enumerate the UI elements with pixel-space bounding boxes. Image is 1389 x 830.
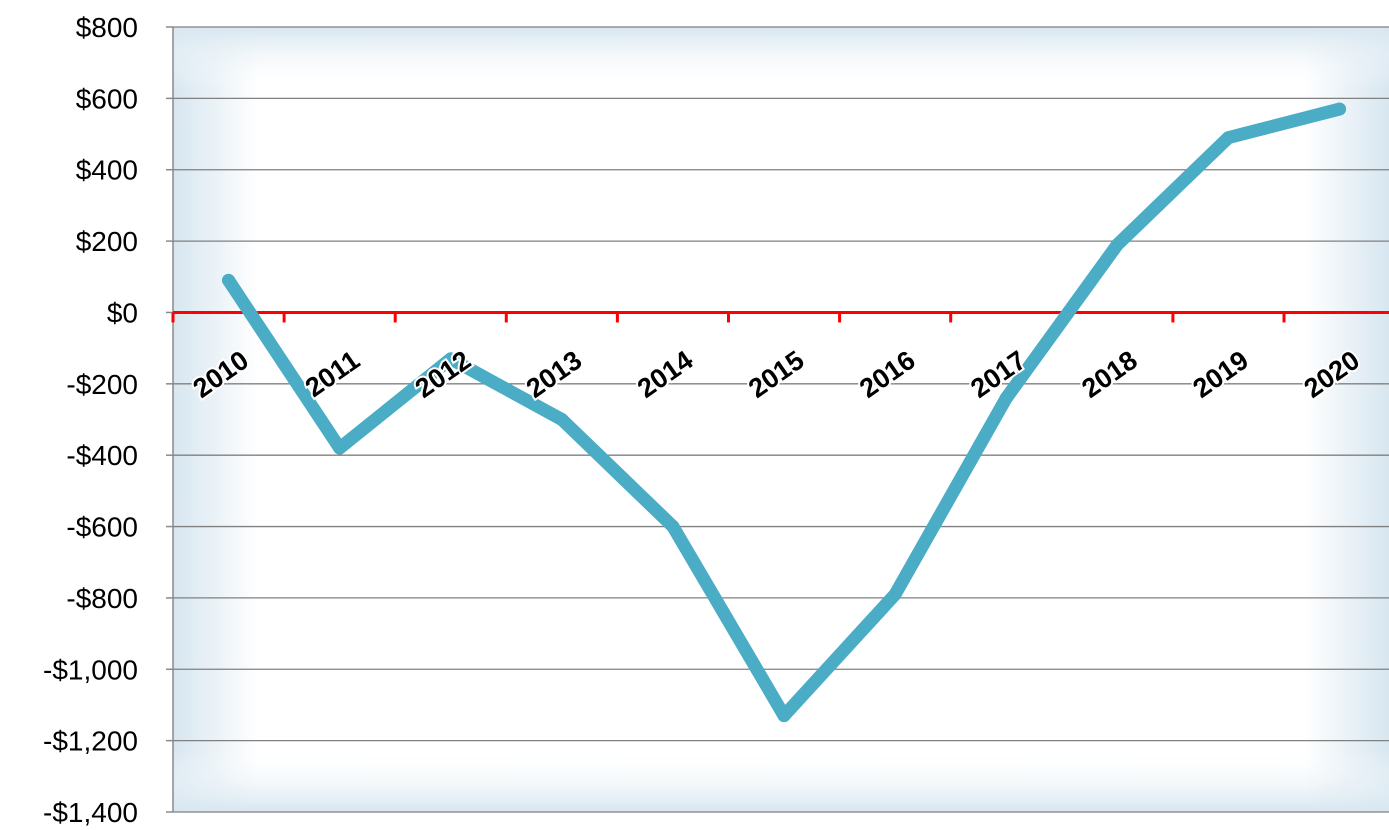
y-tick-label: -$1,000 <box>43 654 138 685</box>
y-tick-label: -$600 <box>66 512 138 543</box>
plot-background-shade <box>173 27 1389 812</box>
y-axis: $800 $600 $400 $200 $0 -$200 -$400 -$600 -$800 -$… <box>43 12 173 828</box>
data-point <box>555 413 569 426</box>
y-tick-label: $800 <box>76 12 138 43</box>
data-point <box>888 587 902 601</box>
data-point <box>999 391 1013 405</box>
data-point <box>1221 131 1235 145</box>
data-point <box>1333 102 1347 116</box>
y-tick-label: -$1,400 <box>43 797 138 828</box>
data-point <box>444 352 458 366</box>
gridlines <box>173 26 1389 813</box>
data-point <box>222 273 236 287</box>
data-point <box>333 441 347 455</box>
data-point <box>1110 238 1124 252</box>
data-point <box>666 520 680 534</box>
y-tick-label: -$800 <box>66 583 138 614</box>
y-tick-label: -$1,200 <box>43 726 138 757</box>
plot-area <box>172 27 1389 812</box>
y-tick-label: -$400 <box>66 440 138 471</box>
y-tick-label: $200 <box>76 226 138 257</box>
y-tick-label: $600 <box>76 83 138 114</box>
y-tick-label: $0 <box>107 297 138 328</box>
data-point <box>777 709 791 723</box>
y-tick-label: -$200 <box>66 369 138 400</box>
series-layer <box>222 102 1347 723</box>
y-tick-label: $400 <box>76 155 138 186</box>
zero-baseline <box>171 310 1389 323</box>
